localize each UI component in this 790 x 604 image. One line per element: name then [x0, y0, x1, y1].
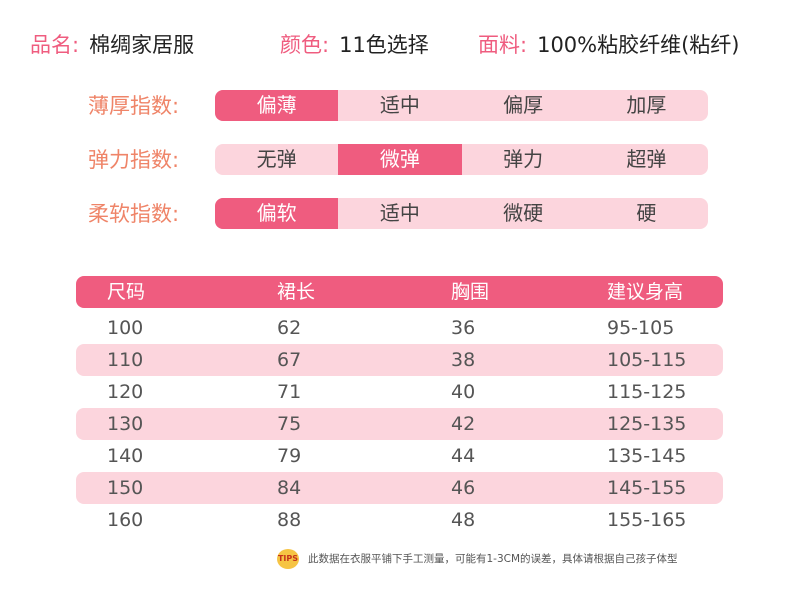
cell-size: 150	[107, 477, 144, 499]
cell-height: 135-145	[607, 445, 687, 467]
rating-option: 偏软	[215, 198, 339, 229]
cell-chest: 36	[451, 317, 476, 339]
rating-option: 适中	[379, 93, 420, 117]
rating-option: 偏厚	[503, 93, 544, 117]
rating-option: 微硬	[503, 201, 544, 225]
table-row: 110 67 38 105-115	[76, 344, 723, 376]
rating-option: 超弹	[626, 147, 667, 171]
cell-length: 88	[277, 509, 302, 531]
rating-option: 无弹	[256, 147, 297, 171]
rating-option: 硬	[636, 201, 657, 225]
product-name-label: 品名:	[30, 33, 80, 57]
header-size: 尺码	[107, 281, 146, 303]
rating-option: 适中	[379, 201, 420, 225]
cell-length: 75	[277, 413, 302, 435]
product-fabric-value: 100%粘胶纤维(粘纤)	[537, 33, 740, 57]
rating-softness: 柔软指数: 偏软 适中 微硬 硬	[0, 197, 790, 231]
product-fabric-info: 面料: 100%粘胶纤维(粘纤)	[478, 30, 740, 60]
cell-height: 95-105	[607, 317, 675, 339]
table-row: 140 79 44 135-145	[76, 440, 723, 472]
cell-size: 160	[107, 509, 144, 531]
cell-height: 125-135	[607, 413, 687, 435]
cell-chest: 42	[451, 413, 476, 435]
rating-bar: 无弹 微弹 弹力 超弹	[215, 144, 708, 175]
cell-size: 130	[107, 413, 144, 435]
rating-option: 微弹	[338, 144, 462, 175]
cell-length: 79	[277, 445, 302, 467]
header-height: 建议身高	[607, 281, 684, 303]
header-chest: 胸围	[451, 281, 490, 303]
cell-chest: 44	[451, 445, 476, 467]
cell-height: 155-165	[607, 509, 687, 531]
header-skirt-length: 裙长	[277, 281, 316, 303]
cell-length: 84	[277, 477, 302, 499]
rating-bar: 偏薄 适中 偏厚 加厚	[215, 90, 708, 121]
cell-size: 140	[107, 445, 144, 467]
product-color-label: 颜色:	[280, 33, 330, 57]
product-color-info: 颜色: 11色选择	[280, 30, 429, 60]
cell-size: 100	[107, 317, 144, 339]
tips-badge-icon: TIPS	[277, 549, 299, 569]
cell-length: 62	[277, 317, 302, 339]
cell-size: 110	[107, 349, 144, 371]
cell-length: 67	[277, 349, 302, 371]
cell-height: 105-115	[607, 349, 687, 371]
table-row: 130 75 42 125-135	[76, 408, 723, 440]
product-color-value: 11色选择	[339, 33, 429, 57]
rating-option: 偏薄	[215, 90, 339, 121]
product-fabric-label: 面料:	[478, 33, 528, 57]
product-name-info: 品名: 棉绸家居服	[30, 30, 194, 60]
table-row: 100 62 36 95-105	[76, 312, 723, 344]
rating-label: 薄厚指数:	[88, 94, 180, 118]
rating-thickness: 薄厚指数: 偏薄 适中 偏厚 加厚	[0, 89, 790, 123]
product-name-value: 棉绸家居服	[89, 33, 195, 57]
cell-size: 120	[107, 381, 144, 403]
cell-chest: 46	[451, 477, 476, 499]
tips-text: 此数据在衣服平铺下手工测量，可能有1-3CM的误差，具体请根据自己孩子体型	[308, 553, 678, 565]
cell-chest: 48	[451, 509, 476, 531]
rating-option: 弹力	[503, 147, 544, 171]
rating-label: 弹力指数:	[88, 148, 180, 172]
table-row: 120 71 40 115-125	[76, 376, 723, 408]
cell-chest: 40	[451, 381, 476, 403]
table-row: 150 84 46 145-155	[76, 472, 723, 504]
cell-height: 115-125	[607, 381, 687, 403]
rating-label: 柔软指数:	[88, 202, 180, 226]
rating-option: 加厚	[626, 93, 667, 117]
cell-length: 71	[277, 381, 302, 403]
cell-chest: 38	[451, 349, 476, 371]
cell-height: 145-155	[607, 477, 687, 499]
rating-elasticity: 弹力指数: 无弹 微弹 弹力 超弹	[0, 143, 790, 177]
size-table-header: 尺码 裙长 胸围 建议身高	[76, 276, 723, 308]
table-row: 160 88 48 155-165	[76, 504, 723, 536]
rating-bar: 偏软 适中 微硬 硬	[215, 198, 708, 229]
